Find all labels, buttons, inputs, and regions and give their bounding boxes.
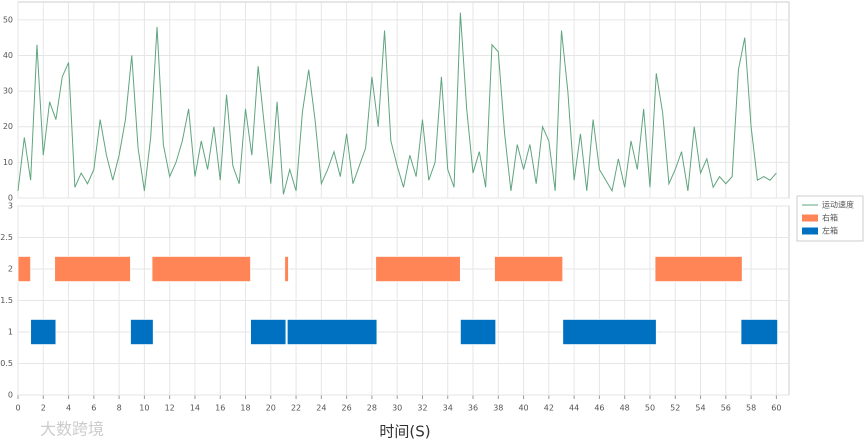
x-tick-label: 58 [746,404,756,413]
x-tick-label: 26 [342,404,352,413]
legend-label: 右箱 [822,213,838,223]
time-bar [494,255,564,282]
y-tick-label: 40 [3,51,13,60]
legend-swatch [802,227,818,235]
speed-line [17,12,777,195]
x-tick-label: 22 [291,404,301,413]
time-bar [562,318,657,345]
x-tick-label: 36 [468,404,478,413]
time-bar [17,255,32,282]
x-tick-label: 38 [493,404,503,413]
time-bar [740,318,779,345]
y-tick-label: 0 [8,391,13,400]
time-bar [459,318,497,345]
x-tick-label: 24 [316,404,326,413]
x-tick-label: 4 [66,404,71,413]
y-tick-label: 50 [3,15,13,24]
y-tick-label: 0 [8,194,13,203]
x-tick-label: 50 [645,404,655,413]
y-tick-label: 10 [3,158,13,167]
time-bar [250,318,287,345]
x-tick-label: 54 [695,404,705,413]
time-bar [130,318,154,345]
x-tick-label: 20 [266,404,276,413]
x-tick-label: 46 [594,404,604,413]
time-bar [375,255,461,282]
x-tick-label: 40 [518,404,528,413]
legend-label: 运动速度 [822,200,854,210]
watermark: 大数跨境 [40,420,104,439]
y-tick-label: 3 [8,202,13,211]
x-axis-label: 时间(S) [379,423,430,441]
x-tick-label: 18 [240,404,250,413]
time-bar [30,318,57,345]
x-tick-label: 10 [139,404,149,413]
x-tick-label: 34 [443,404,453,413]
x-tick-label: 56 [721,404,731,413]
y-tick-label: 30 [3,87,13,96]
x-tick-label: 60 [771,404,781,413]
x-tick-label: 32 [417,404,427,413]
x-tick-label: 12 [165,404,175,413]
x-tick-label: 14 [190,404,200,413]
legend-label: 左箱 [822,226,838,236]
x-tick-label: 42 [544,404,554,413]
y-tick-label: 2.5 [0,233,13,242]
y-tick-label: 2 [8,265,13,274]
x-tick-label: 0 [15,404,20,413]
y-tick-label: 1.5 [0,296,13,305]
x-tick-label: 28 [367,404,377,413]
time-bar [286,318,378,345]
x-tick-label: 16 [215,404,225,413]
time-bar [151,255,251,282]
y-tick-label: 0.5 [0,359,13,368]
x-tick-label: 2 [41,404,46,413]
x-tick-label: 48 [620,404,630,413]
y-tick-label: 1 [8,328,13,337]
time-bar [284,255,289,282]
y-tick-label: 20 [3,122,13,131]
time-bar [54,255,131,282]
x-tick-label: 8 [117,404,122,413]
plot-area [17,1,790,199]
time-bar [654,255,743,282]
legend-swatch [802,214,818,222]
x-tick-label: 44 [569,404,579,413]
x-tick-label: 52 [670,404,680,413]
x-tick-label: 6 [91,404,96,413]
x-tick-label: 30 [392,404,402,413]
